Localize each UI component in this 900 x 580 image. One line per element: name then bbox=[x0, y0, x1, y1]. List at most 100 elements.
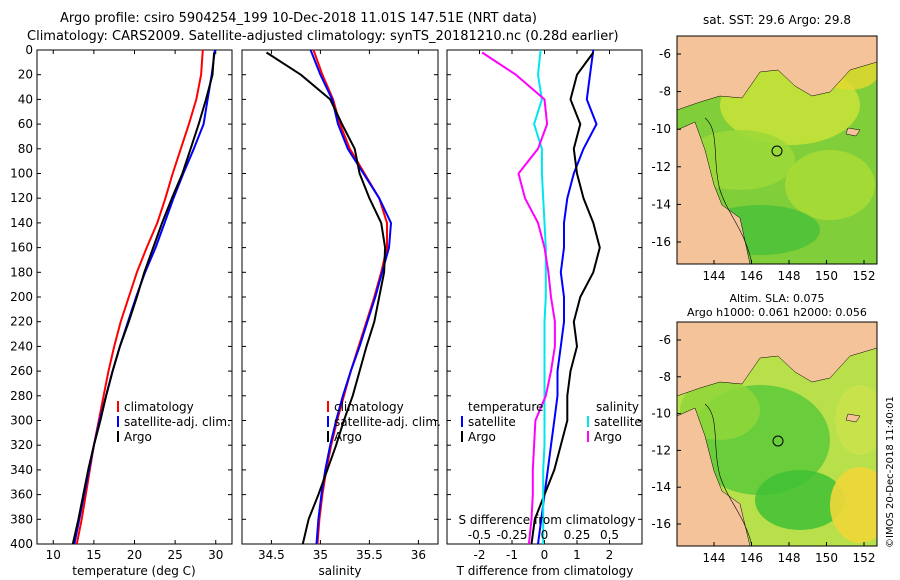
isobath-line bbox=[704, 117, 753, 264]
depth-tick-label: 160 bbox=[10, 241, 33, 255]
legend-label-temp-satellite: satellite bbox=[468, 415, 516, 429]
x-tick-label: 2 bbox=[606, 548, 614, 562]
lat-tick-label: -16 bbox=[651, 517, 671, 531]
land-cape-york bbox=[677, 121, 751, 264]
salinity-axis: 34.5 35 35.5 36 bbox=[258, 50, 426, 562]
depth-tick-label: 100 bbox=[10, 167, 33, 181]
x-tick-label: -2 bbox=[474, 548, 486, 562]
lat-tick-label: -10 bbox=[651, 122, 671, 136]
depth-tick-label: 200 bbox=[10, 290, 33, 304]
lon-tick-label: 144 bbox=[703, 551, 726, 565]
depth-tick-label: 40 bbox=[18, 92, 33, 106]
temperature-legend: climatology satellite-adj. clim. Argo bbox=[117, 400, 231, 444]
sst-map-title: sat. SST: 29.6 Argo: 29.8 bbox=[703, 13, 851, 27]
lat-tick-label: -16 bbox=[651, 235, 671, 249]
difference-plot-frame bbox=[446, 49, 643, 545]
depth-axis: 0 20 40 60 80 100 120 140 160 180 200 220 240 260 280 3… bbox=[10, 43, 232, 551]
depth-tick-label: 220 bbox=[10, 315, 33, 329]
lat-tick-label: -10 bbox=[651, 407, 671, 421]
salinity-plot-frame bbox=[241, 49, 439, 545]
legend-title-temperature: temperature bbox=[468, 400, 543, 414]
x-tick-label: 35.5 bbox=[356, 548, 383, 562]
depth-tick-label: 80 bbox=[18, 142, 33, 156]
lat-tick-label: -14 bbox=[651, 197, 671, 211]
legend-label-satellite: satellite-adj. clim. bbox=[124, 415, 231, 429]
lon-tick-label: 150 bbox=[815, 269, 838, 283]
depth-tick-label: 60 bbox=[18, 117, 33, 131]
sst-map: sat. SST: 29.6 Argo: 29.8 -6-8-10-12-14-… bbox=[651, 13, 878, 283]
title-line-2: Climatology: CARS2009. Satellite-adjuste… bbox=[27, 29, 619, 44]
depth-tick-label: 400 bbox=[10, 537, 33, 551]
sla-map: Altim. SLA: 0.075 Argo h1000: 0.061 h200… bbox=[651, 292, 878, 565]
sla-low-patch bbox=[755, 470, 845, 530]
temperature-panel: 0 20 40 60 80 100 120 140 160 180 200 220 240 260 280 3… bbox=[10, 43, 233, 578]
series-salinity-argo bbox=[481, 51, 556, 545]
lon-tick-label: 146 bbox=[740, 269, 763, 283]
lat-tick-label: -8 bbox=[659, 85, 671, 99]
imos-credit: ©IMOS 20-Dec-2018 11:40:01 bbox=[885, 396, 896, 548]
series-satellite-adj-clim- bbox=[309, 49, 392, 545]
difference-series bbox=[481, 49, 601, 545]
difference-legend: temperature satellite Argo salinity sate… bbox=[461, 400, 642, 444]
depth-tick-label: 380 bbox=[10, 512, 33, 526]
x-tick-label: 1 bbox=[573, 548, 581, 562]
x-tick-label: 0 bbox=[541, 548, 549, 562]
x-tick-label: 30 bbox=[208, 548, 223, 562]
lon-tick-label: 152 bbox=[853, 269, 876, 283]
depth-tick-label: 360 bbox=[10, 488, 33, 502]
lat-tick-label: -8 bbox=[659, 370, 671, 384]
legend-label-satellite: satellite-adj. clim. bbox=[334, 415, 441, 429]
temperature-axis: 10 15 20 25 30 bbox=[46, 50, 223, 562]
legend-label-climatology: climatology bbox=[124, 400, 194, 414]
legend-label-argo: Argo bbox=[334, 430, 362, 444]
lon-tick-label: 144 bbox=[703, 269, 726, 283]
title-line-1: Argo profile: csiro 5904254_199 10-Dec-2… bbox=[60, 11, 537, 26]
depth-tick-label: 280 bbox=[10, 389, 33, 403]
legend-label-sal-satellite: satellite bbox=[594, 415, 642, 429]
legend-label-temp-argo: Argo bbox=[468, 430, 496, 444]
argo-location-marker bbox=[772, 435, 784, 447]
s-difference-title: S difference from climatology bbox=[459, 513, 636, 527]
lon-tick-label: 146 bbox=[740, 551, 763, 565]
lat-tick-label: -12 bbox=[651, 443, 671, 457]
legend-label-sal-argo: Argo bbox=[594, 430, 622, 444]
difference-depth-ticks bbox=[447, 49, 642, 545]
series-argo bbox=[71, 52, 216, 545]
depth-tick-label: 240 bbox=[10, 339, 33, 353]
series-salinity-satellite bbox=[533, 49, 547, 544]
x-tick-label: -1 bbox=[506, 548, 518, 562]
lon-tick-label: 152 bbox=[853, 551, 876, 565]
s-diff-tick-label: -0.25 bbox=[496, 528, 527, 542]
temperature-xlabel: temperature (deg C) bbox=[72, 564, 195, 578]
depth-tick-label: 320 bbox=[10, 438, 33, 452]
sla-lat-axis: -6 -8 -10 -12 -14 -16 bbox=[651, 333, 681, 531]
depth-tick-label: 120 bbox=[10, 191, 33, 205]
lon-tick-label: 150 bbox=[815, 551, 838, 565]
sst-map-frame bbox=[676, 35, 878, 265]
s-diff-tick-label: 0 bbox=[541, 528, 549, 542]
difference-axis: -2 -1 0 1 2 bbox=[474, 50, 614, 562]
lon-tick-label: 148 bbox=[778, 269, 801, 283]
depth-tick-label: 180 bbox=[10, 265, 33, 279]
series-temperature-satellite bbox=[537, 49, 598, 545]
land-cape-york bbox=[677, 407, 751, 546]
x-tick-label: 35 bbox=[313, 548, 328, 562]
isobath-line bbox=[704, 403, 753, 546]
x-tick-label: 34.5 bbox=[258, 548, 285, 562]
lat-tick-label: -12 bbox=[651, 160, 671, 174]
sla-lon-axis: 144 146 148 150 152 bbox=[703, 542, 876, 565]
sst-lon-axis: 144 146 148 150 152 bbox=[703, 260, 876, 283]
difference-panel: -2 -1 0 1 2 temperature satellite Argo salin… bbox=[446, 49, 643, 578]
series-argo bbox=[265, 51, 387, 545]
salinity-xlabel: salinity bbox=[318, 564, 361, 578]
x-tick-label: 20 bbox=[127, 548, 142, 562]
sst-warm-patch bbox=[685, 130, 795, 190]
x-tick-label: 36 bbox=[411, 548, 426, 562]
temperature-series bbox=[71, 49, 216, 545]
salinity-legend: climatology satellite-adj. clim. Argo bbox=[327, 400, 441, 444]
x-tick-label: 25 bbox=[167, 548, 182, 562]
depth-tick-label: 340 bbox=[10, 463, 33, 477]
depth-tick-label: 260 bbox=[10, 364, 33, 378]
argo-location-marker bbox=[771, 145, 783, 157]
